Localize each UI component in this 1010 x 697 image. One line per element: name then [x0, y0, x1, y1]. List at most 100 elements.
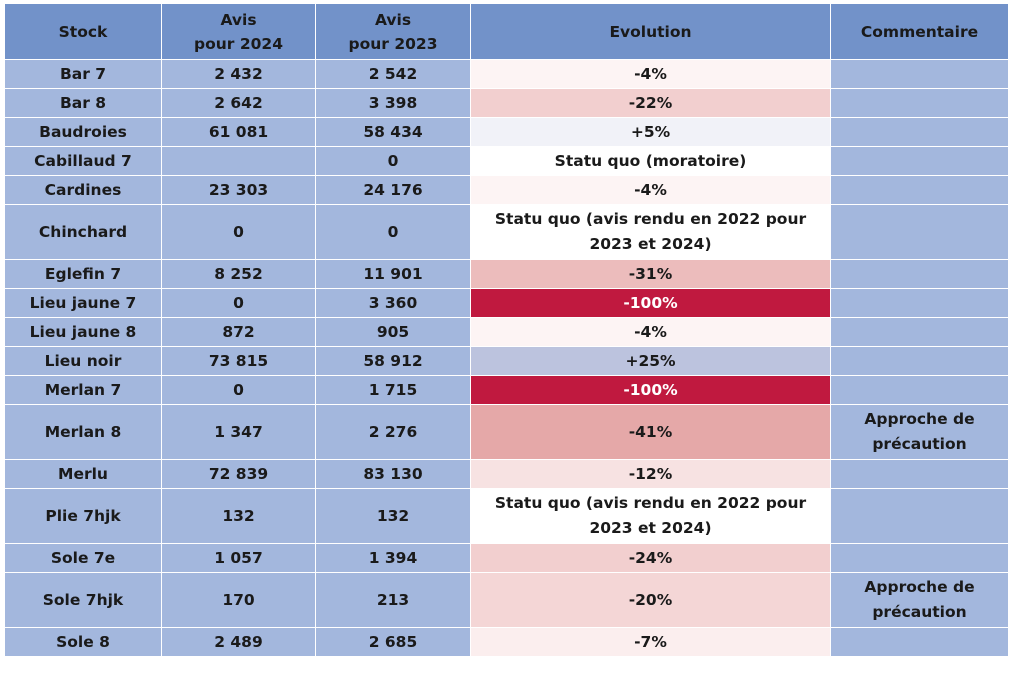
- commentaire-cell: [830, 259, 1009, 289]
- evolution-cell: -7%: [470, 627, 831, 657]
- avis-2024-cell: 23 303: [161, 175, 316, 205]
- header-commentaire-label: Commentaire: [860, 22, 979, 41]
- avis-2024-cell: 1 057: [161, 543, 316, 573]
- avis-2023-cell: 3 360: [315, 288, 471, 318]
- header-stock: Stock: [4, 3, 162, 60]
- stock-cell: Lieu noir: [4, 346, 162, 376]
- avis-2024-cell: 72 839: [161, 459, 316, 489]
- stock-cell: Plie 7hjk: [4, 488, 162, 544]
- avis-2023-cell: 1 715: [315, 375, 471, 405]
- avis-2024-cell: 170: [161, 572, 316, 628]
- evolution-cell: -4%: [470, 59, 831, 89]
- header-row: Stock Avis pour 2024 Avis pour 2023 Evolut…: [4, 3, 1009, 60]
- stock-cell: Sole 7e: [4, 543, 162, 573]
- stock-cell: Chinchard: [4, 204, 162, 260]
- header-stock-label: Stock: [58, 22, 108, 41]
- evolution-cell: -100%: [470, 375, 831, 405]
- avis-2024-cell: 1 347: [161, 404, 316, 460]
- commentaire-cell: Approche de précaution: [830, 572, 1009, 628]
- stock-cell: Eglefin 7: [4, 259, 162, 289]
- avis-2023-cell: 58 434: [315, 117, 471, 147]
- table-row: Baudroies 61 081 58 434 +5%: [4, 117, 1009, 147]
- table-row: Lieu jaune 8 872 905 -4%: [4, 317, 1009, 347]
- header-avis-2024-line2: pour 2024: [194, 34, 283, 53]
- avis-2023-cell: 3 398: [315, 88, 471, 118]
- stock-cell: Cabillaud 7: [4, 146, 162, 176]
- evolution-cell: Statu quo (moratoire): [470, 146, 831, 176]
- table-row: Cabillaud 7 0 Statu quo (moratoire): [4, 146, 1009, 176]
- stock-advice-table: Stock Avis pour 2024 Avis pour 2023 Evolut…: [4, 3, 1009, 657]
- avis-2024-cell: 0: [161, 288, 316, 318]
- commentaire-cell: [830, 88, 1009, 118]
- stock-cell: Lieu jaune 8: [4, 317, 162, 347]
- commentaire-cell: [830, 346, 1009, 376]
- stock-cell: Bar 8: [4, 88, 162, 118]
- avis-2024-cell: 872: [161, 317, 316, 347]
- commentaire-cell: [830, 317, 1009, 347]
- stock-cell: Sole 8: [4, 627, 162, 657]
- evolution-cell: -20%: [470, 572, 831, 628]
- avis-2024-cell: 0: [161, 375, 316, 405]
- evolution-cell: -12%: [470, 459, 831, 489]
- commentaire-cell: [830, 627, 1009, 657]
- table-row: Cardines 23 303 24 176 -4%: [4, 175, 1009, 205]
- commentaire-cell: [830, 146, 1009, 176]
- commentaire-cell: [830, 375, 1009, 405]
- avis-2024-cell: 2 432: [161, 59, 316, 89]
- avis-2023-cell: 0: [315, 204, 471, 260]
- commentaire-cell: [830, 59, 1009, 89]
- evolution-cell: +5%: [470, 117, 831, 147]
- header-avis-2023-line1: Avis: [374, 10, 412, 29]
- evolution-cell: Statu quo (avis rendu en 2022 pour 2023 …: [470, 204, 831, 260]
- avis-2023-cell: 905: [315, 317, 471, 347]
- avis-2024-cell: 61 081: [161, 117, 316, 147]
- avis-2024-cell: 132: [161, 488, 316, 544]
- avis-2023-cell: 2 542: [315, 59, 471, 89]
- avis-2023-cell: 58 912: [315, 346, 471, 376]
- avis-2024-cell: 2 489: [161, 627, 316, 657]
- evolution-cell: -24%: [470, 543, 831, 573]
- header-evolution: Evolution: [470, 3, 831, 60]
- stock-cell: Cardines: [4, 175, 162, 205]
- avis-2024-cell: 8 252: [161, 259, 316, 289]
- header-avis-2024: Avis pour 2024: [161, 3, 316, 60]
- commentaire-cell: Approche de précaution: [830, 404, 1009, 460]
- evolution-cell: Statu quo (avis rendu en 2022 pour 2023 …: [470, 488, 831, 544]
- commentaire-cell: [830, 543, 1009, 573]
- evolution-cell: -100%: [470, 288, 831, 318]
- avis-2023-cell: 2 276: [315, 404, 471, 460]
- avis-2024-cell: 2 642: [161, 88, 316, 118]
- avis-2023-cell: 24 176: [315, 175, 471, 205]
- table-row: Sole 7hjk 170 213 -20% Approche de précautio…: [4, 572, 1009, 628]
- evolution-cell: -22%: [470, 88, 831, 118]
- header-avis-2024-line1: Avis: [220, 10, 257, 29]
- table-row: Lieu noir 73 815 58 912 +25%: [4, 346, 1009, 376]
- avis-2023-cell: 1 394: [315, 543, 471, 573]
- stock-cell: Sole 7hjk: [4, 572, 162, 628]
- header-commentaire: Commentaire: [830, 3, 1009, 60]
- stock-cell: Baudroies: [4, 117, 162, 147]
- evolution-cell: -41%: [470, 404, 831, 460]
- avis-2024-cell: 0: [161, 204, 316, 260]
- table-row: Plie 7hjk 132 132 Statu quo (avis rendu en …: [4, 488, 1009, 544]
- avis-2024-cell: [161, 146, 316, 176]
- evolution-cell: -31%: [470, 259, 831, 289]
- avis-2023-cell: 213: [315, 572, 471, 628]
- header-evolution-label: Evolution: [609, 22, 692, 41]
- commentaire-cell: [830, 288, 1009, 318]
- commentaire-cell: [830, 459, 1009, 489]
- commentaire-cell: [830, 117, 1009, 147]
- avis-2023-cell: 0: [315, 146, 471, 176]
- header-avis-2023: Avis pour 2023: [315, 3, 471, 60]
- stock-cell: Merlan 7: [4, 375, 162, 405]
- avis-2023-cell: 132: [315, 488, 471, 544]
- evolution-cell: -4%: [470, 175, 831, 205]
